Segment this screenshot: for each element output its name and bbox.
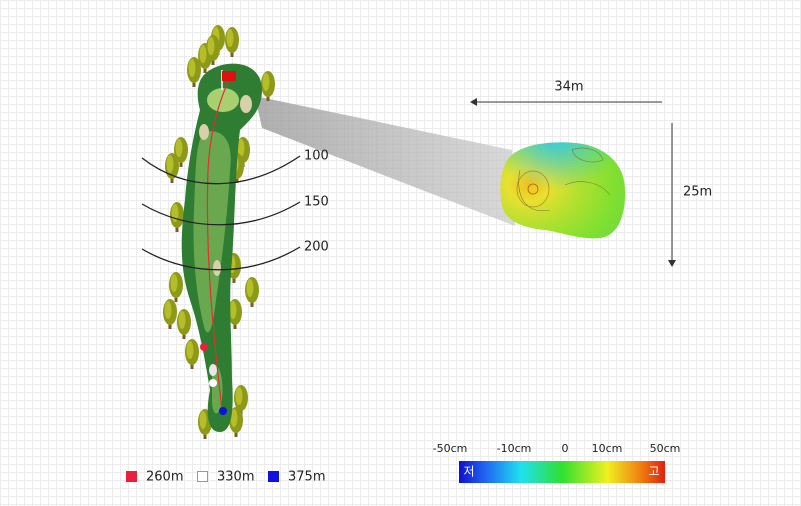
tree (206, 35, 220, 65)
distance-arc (141, 155, 301, 185)
tree (165, 153, 179, 183)
flag (222, 71, 236, 81)
arc-label: 150 (304, 195, 329, 210)
tree (169, 272, 183, 302)
tree (185, 339, 199, 369)
tee-260 (200, 343, 208, 351)
legend-tick: 50cm (650, 442, 681, 455)
tree (177, 309, 191, 339)
tree (225, 27, 239, 57)
tree (245, 277, 259, 307)
legend-tick: -10cm (497, 442, 532, 455)
high-label: 고 (648, 465, 659, 479)
arrow-head (470, 98, 477, 106)
green-contour (500, 142, 626, 239)
green-depth: 25m (683, 185, 712, 200)
tee-label: 260m (146, 470, 183, 485)
play-line (206, 81, 229, 411)
arc-label: 200 (304, 240, 329, 255)
tree (261, 71, 275, 101)
tee-area (212, 364, 223, 414)
legend-swatch (197, 471, 208, 482)
tree (170, 202, 184, 232)
arrow-head (668, 260, 676, 267)
legend-tick: -50cm (433, 442, 468, 455)
tree (228, 299, 242, 329)
tree (234, 385, 248, 415)
legend-tick: 0 (562, 442, 569, 455)
tree (187, 57, 201, 87)
bunker (213, 260, 221, 276)
distance-arc (141, 246, 301, 271)
bunker (209, 364, 217, 376)
tee-375 (219, 407, 227, 415)
projection (255, 96, 515, 226)
fairway (193, 131, 231, 333)
legend-swatch (126, 471, 137, 482)
trees (163, 25, 275, 439)
arc-label: 100 (304, 149, 329, 164)
bunker (240, 95, 252, 113)
elevation-bar (459, 461, 665, 483)
legend-tick: 10cm (592, 442, 623, 455)
tee-label: 330m (217, 470, 254, 485)
tee-330 (209, 379, 217, 387)
green-width: 34m (554, 80, 583, 95)
bunker (199, 124, 209, 140)
tree (229, 407, 243, 437)
tee-label: 375m (288, 470, 325, 485)
legend-swatch (268, 471, 279, 482)
distance-arc (141, 201, 301, 226)
green (207, 88, 239, 112)
tree (163, 299, 177, 329)
tree (174, 137, 188, 167)
low-label: 저 (463, 465, 474, 479)
